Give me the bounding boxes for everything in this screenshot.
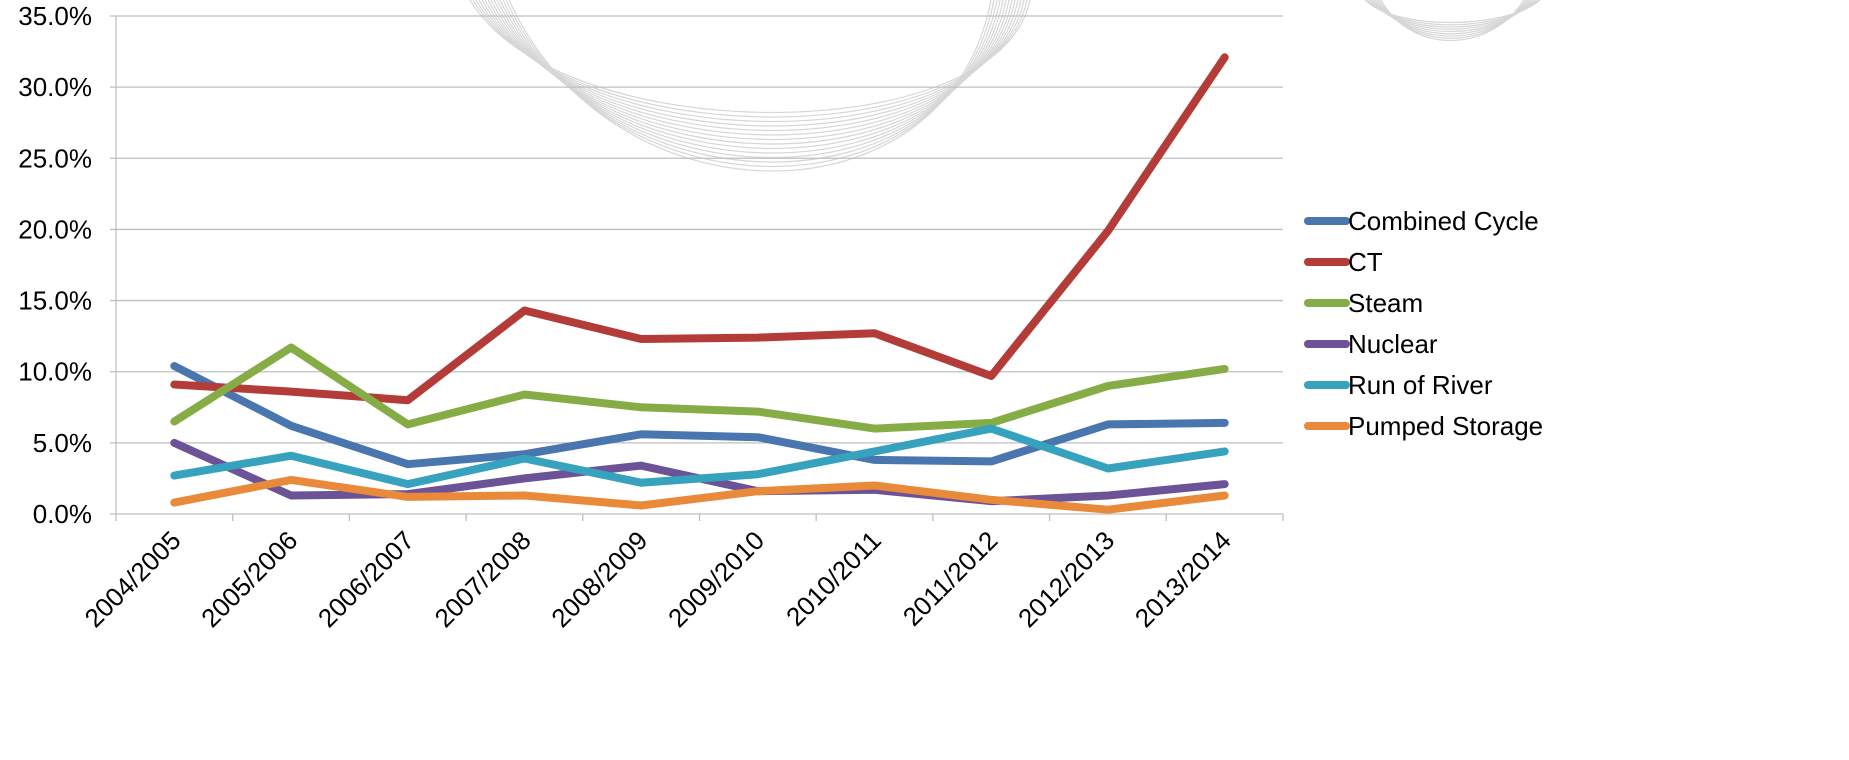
watermark-arc bbox=[1366, 0, 1539, 26]
axes bbox=[110, 15, 1284, 521]
x-tick-label: 2010/2011 bbox=[780, 525, 887, 632]
legend-label-run-of-river: Run of River bbox=[1348, 370, 1493, 400]
watermark-arc bbox=[484, 0, 1016, 136]
x-tick-label: 2005/2006 bbox=[195, 525, 303, 633]
watermark-arc bbox=[481, 0, 1019, 132]
watermark-arc bbox=[508, 0, 992, 172]
y-tick-label: 35.0% bbox=[18, 1, 92, 31]
legend-label-ct: CT bbox=[1348, 247, 1383, 277]
watermark-arc bbox=[505, 0, 995, 167]
legend: Combined Cycle CT Steam Nuclear Run of River… bbox=[1304, 206, 1543, 441]
series-line-pumped-storage bbox=[170, 475, 1229, 514]
series-line-steam bbox=[170, 343, 1229, 433]
watermark-arc bbox=[1380, 0, 1525, 41]
x-tick-label: 2004/2005 bbox=[78, 525, 186, 633]
watermark-arc bbox=[475, 0, 1025, 123]
y-tick-label: 10.0% bbox=[18, 357, 92, 387]
x-tick-label: 2011/2012 bbox=[897, 525, 1004, 632]
x-tick-label: 2012/2013 bbox=[1012, 525, 1120, 633]
x-tick-label: 2013/2014 bbox=[1129, 525, 1237, 633]
watermark-arc bbox=[1364, 0, 1541, 23]
background-watermark bbox=[469, 0, 1541, 172]
series-line-ct bbox=[170, 53, 1229, 405]
y-tick-label: 5.0% bbox=[33, 428, 92, 458]
y-tick-label: 15.0% bbox=[18, 286, 92, 316]
series-line-combined-cycle bbox=[170, 362, 1229, 469]
watermark-arc bbox=[490, 0, 1010, 145]
x-axis-tick-labels: 2004/2005 2005/2006 2006/2007 2007/2008 2008… bbox=[78, 525, 1236, 633]
y-axis-tick-labels: 0.0% 5.0% 10.0% 15.0% 20.0% 25.0% 30.0% 35.0% bbox=[18, 1, 92, 529]
y-tick-label: 30.0% bbox=[18, 72, 92, 102]
legend-label-nuclear: Nuclear bbox=[1348, 329, 1438, 359]
watermark-arc bbox=[487, 0, 1013, 140]
watermark-arc bbox=[478, 0, 1022, 127]
watermark-arc bbox=[493, 0, 1007, 149]
y-tick-label: 20.0% bbox=[18, 214, 92, 244]
x-tick-label: 2008/2009 bbox=[545, 525, 653, 633]
x-tick-label: 2009/2010 bbox=[662, 525, 770, 633]
legend-label-combined-cycle: Combined Cycle bbox=[1348, 206, 1539, 236]
gridlines bbox=[116, 15, 1283, 444]
y-tick-label: 25.0% bbox=[18, 143, 92, 173]
x-tick-label: 2007/2008 bbox=[429, 525, 537, 633]
legend-label-pumped-storage: Pumped Storage bbox=[1348, 411, 1543, 441]
legend-label-steam: Steam bbox=[1348, 288, 1423, 318]
series-lines bbox=[170, 53, 1229, 514]
x-tick-label: 2006/2007 bbox=[312, 525, 420, 633]
y-tick-label: 0.0% bbox=[33, 499, 92, 529]
series-line-run-of-river bbox=[170, 424, 1229, 489]
